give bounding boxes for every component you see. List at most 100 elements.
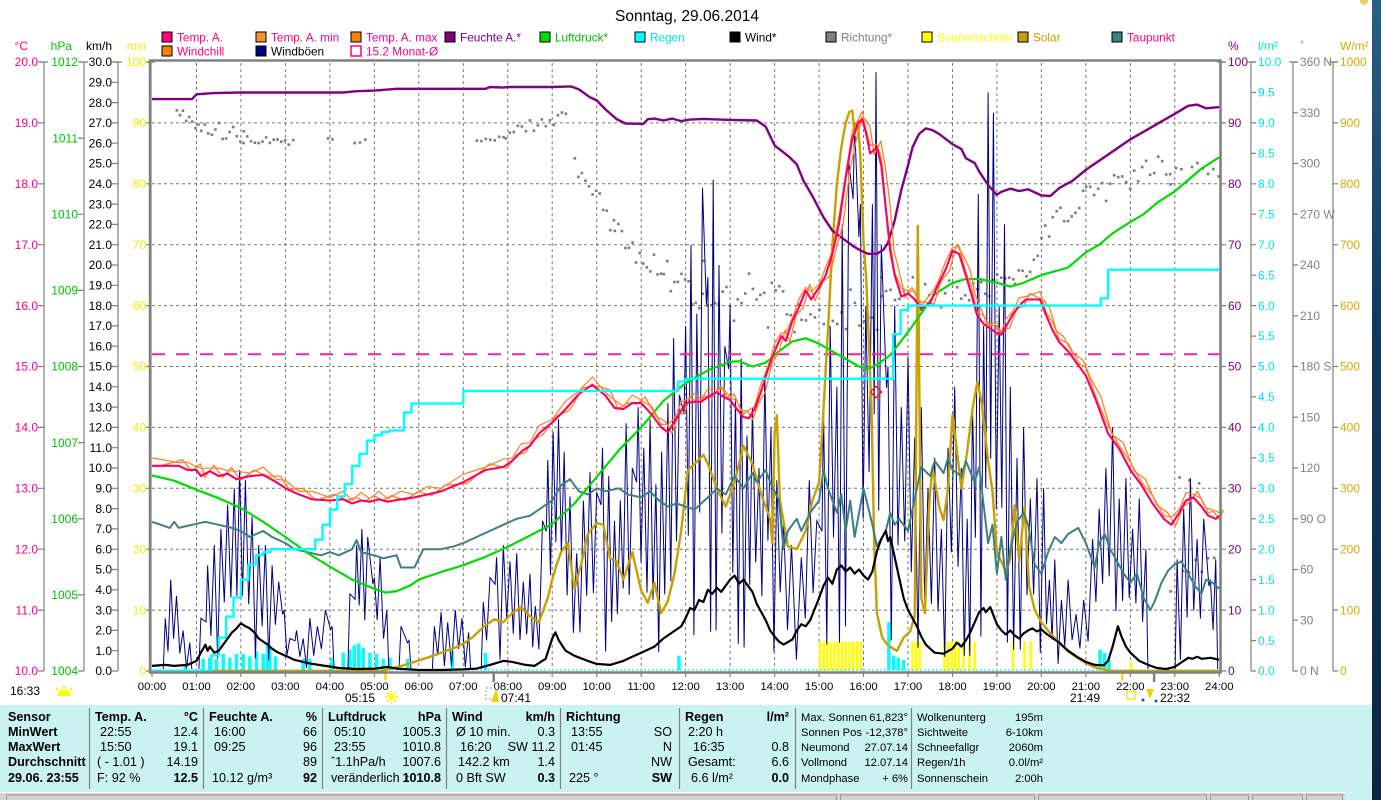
svg-text:22:00: 22:00 — [1116, 681, 1145, 693]
svg-text:Sonnen Pos: Sonnen Pos — [801, 727, 862, 739]
svg-text:ˆ1.1hPa/h: ˆ1.1hPa/h — [331, 755, 386, 769]
svg-text:Temp. A. min: Temp. A. min — [271, 31, 339, 45]
svg-text:F: 92 %: F: 92 % — [97, 771, 140, 785]
svg-text:6-10km: 6-10km — [1006, 727, 1043, 739]
svg-text:1.5: 1.5 — [1258, 573, 1275, 587]
svg-text:21.0: 21.0 — [89, 238, 113, 252]
svg-text:30: 30 — [1228, 482, 1242, 496]
svg-text:hPa: hPa — [418, 710, 442, 724]
svg-text:30: 30 — [133, 482, 147, 496]
svg-text:15:50: 15:50 — [100, 740, 132, 754]
svg-text:1010: 1010 — [51, 207, 78, 221]
svg-text:16:00: 16:00 — [849, 681, 878, 693]
svg-text:2.0: 2.0 — [95, 624, 112, 638]
svg-text:09:00: 09:00 — [538, 681, 567, 693]
svg-text:01:45: 01:45 — [571, 740, 603, 754]
svg-text:21:00: 21:00 — [1072, 681, 1101, 693]
svg-text:0.3: 0.3 — [537, 771, 555, 785]
svg-text:16:00: 16:00 — [214, 725, 246, 739]
svg-text:hPa: hPa — [51, 39, 73, 53]
svg-text:Sonnenschein: Sonnenschein — [917, 773, 988, 785]
svg-text:Wind: Wind — [452, 710, 483, 724]
svg-text:19.1: 19.1 — [173, 740, 198, 754]
svg-text:10: 10 — [1228, 603, 1242, 617]
svg-text:MaxWert: MaxWert — [8, 740, 61, 754]
svg-text:30.0: 30.0 — [89, 55, 113, 69]
svg-text:1012: 1012 — [51, 55, 78, 69]
svg-text:09:25: 09:25 — [214, 740, 246, 754]
svg-text:Regen: Regen — [650, 31, 685, 45]
svg-text:120: 120 — [1300, 461, 1320, 475]
svg-text:01:00: 01:00 — [182, 681, 211, 693]
svg-text:Taupunkt: Taupunkt — [1127, 31, 1176, 45]
svg-text:19.0: 19.0 — [89, 279, 113, 293]
svg-text:500: 500 — [1340, 360, 1360, 374]
svg-text:3.0: 3.0 — [1258, 482, 1275, 496]
svg-text:20.0: 20.0 — [15, 55, 39, 69]
svg-text:Richtung: Richtung — [566, 710, 621, 724]
svg-text:70: 70 — [1228, 238, 1242, 252]
svg-text:3.0: 3.0 — [95, 603, 112, 617]
svg-text:N: N — [663, 740, 672, 754]
svg-text:60: 60 — [133, 299, 147, 313]
svg-text:4.5: 4.5 — [1258, 390, 1275, 404]
svg-text:1010.8: 1010.8 — [402, 740, 441, 754]
svg-text:13:55: 13:55 — [571, 725, 603, 739]
svg-text:l/m²: l/m² — [1258, 39, 1278, 53]
svg-text:5.0: 5.0 — [95, 563, 112, 577]
svg-text:80: 80 — [1228, 177, 1242, 191]
svg-text:veränderlich: veränderlich — [331, 771, 400, 785]
svg-text:0 N: 0 N — [1300, 664, 1319, 678]
svg-text:13:00: 13:00 — [716, 681, 745, 693]
svg-text:3.5: 3.5 — [1258, 451, 1275, 465]
svg-text:Neumond: Neumond — [801, 742, 850, 754]
svg-text:°C: °C — [184, 710, 198, 724]
svg-text:1004: 1004 — [51, 664, 78, 678]
svg-text:05:00: 05:00 — [360, 681, 389, 693]
svg-text:9.0: 9.0 — [95, 482, 112, 496]
svg-text:200: 200 — [1340, 542, 1360, 556]
svg-text:1007.6: 1007.6 — [402, 755, 441, 769]
svg-text:MinWert: MinWert — [8, 725, 58, 739]
svg-text:1008: 1008 — [51, 360, 78, 374]
svg-text:16:33: 16:33 — [10, 684, 40, 698]
svg-text:13.0: 13.0 — [15, 482, 39, 496]
svg-text:7.0: 7.0 — [95, 522, 112, 536]
svg-text:07:00: 07:00 — [449, 681, 478, 693]
svg-text:02:00: 02:00 — [227, 681, 256, 693]
svg-text:700: 700 — [1340, 238, 1360, 252]
svg-text:Durchschnitt: Durchschnitt — [8, 755, 86, 769]
svg-text:23:55: 23:55 — [334, 740, 366, 754]
svg-text:27.07.14: 27.07.14 — [864, 742, 908, 754]
svg-text:14.0: 14.0 — [89, 380, 113, 394]
svg-text:0.0: 0.0 — [771, 771, 789, 785]
svg-text:70: 70 — [133, 238, 147, 252]
svg-text:10.0: 10.0 — [89, 461, 113, 475]
svg-text:18.0: 18.0 — [15, 177, 39, 191]
svg-text:12.0: 12.0 — [89, 421, 113, 435]
svg-text:Feuchte A.*: Feuchte A.* — [460, 31, 521, 45]
svg-text:05:15: 05:15 — [345, 691, 375, 705]
svg-text:0.5: 0.5 — [1258, 634, 1275, 648]
svg-text:8.0: 8.0 — [1258, 177, 1275, 191]
svg-text:2.0: 2.0 — [1258, 542, 1275, 556]
svg-text:0.0l/m²: 0.0l/m² — [1009, 757, 1043, 769]
svg-text:NW: NW — [651, 755, 672, 769]
svg-text:0.3: 0.3 — [537, 725, 555, 739]
svg-text:6.0: 6.0 — [95, 542, 112, 556]
svg-text:16.0: 16.0 — [89, 339, 113, 353]
svg-text:SW 11.2: SW 11.2 — [508, 740, 555, 754]
svg-text:800: 800 — [1340, 177, 1360, 191]
svg-text:SW: SW — [652, 771, 672, 785]
svg-text:14:00: 14:00 — [760, 681, 789, 693]
svg-text:14.19: 14.19 — [166, 755, 198, 769]
svg-text:29.0: 29.0 — [89, 76, 113, 90]
svg-text:18.0: 18.0 — [89, 299, 113, 313]
svg-text:min: min — [127, 39, 146, 53]
svg-text:Mondphase: Mondphase — [801, 773, 859, 785]
svg-text:↑: ↑ — [404, 771, 410, 785]
svg-text:225 °: 225 ° — [569, 771, 599, 785]
svg-text:16:20: 16:20 — [460, 740, 492, 754]
svg-text:180 S: 180 S — [1300, 360, 1331, 374]
svg-text:300: 300 — [1300, 157, 1320, 171]
